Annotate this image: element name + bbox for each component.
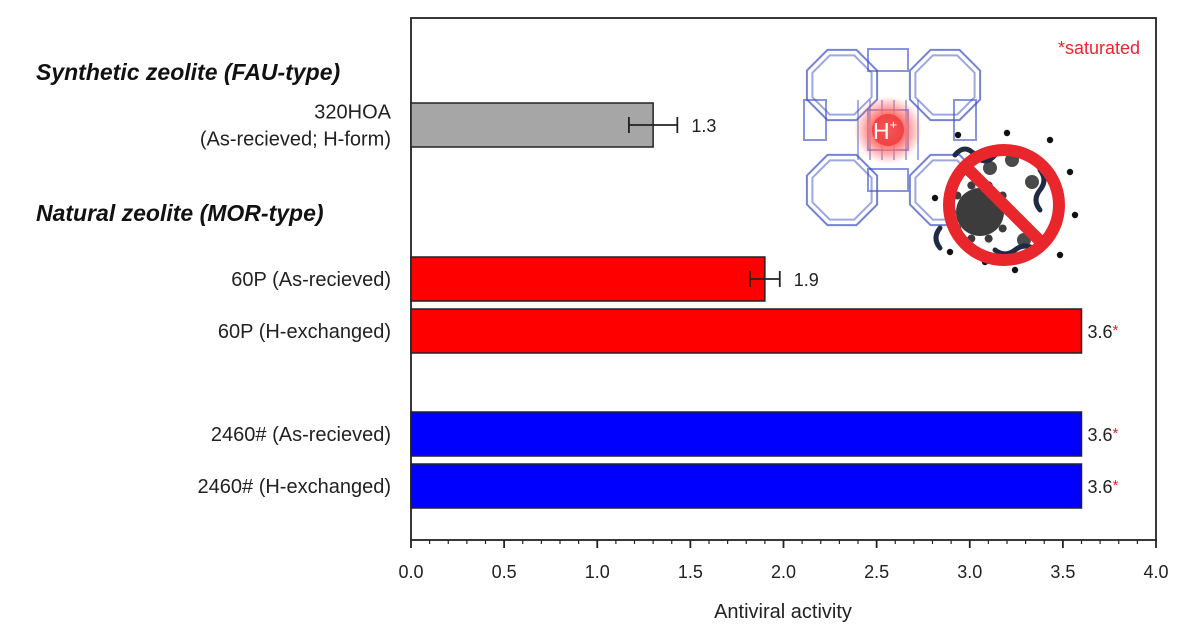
x-tick-label: 4.0 <box>1143 562 1168 582</box>
prohibition-icon <box>943 144 1065 266</box>
category-labels-layer: 320HOA (As-recieved; H-form) 60P (As-recie… <box>198 102 392 499</box>
x-tick-label: 3.0 <box>957 562 982 582</box>
bar <box>410 102 654 148</box>
x-tick-label: 2.5 <box>864 562 889 582</box>
x-tick-label: 3.5 <box>1050 562 1075 582</box>
bar <box>410 463 1083 509</box>
proton-center <box>872 114 904 146</box>
category-label: 320HOA (As-recieved; H-form) <box>200 102 392 151</box>
bar <box>410 308 1083 354</box>
error-bar <box>628 117 679 133</box>
error-bar <box>749 271 781 287</box>
bar <box>410 411 1083 457</box>
x-axis-title: Antiviral activity <box>714 601 852 623</box>
value-label: 1.9 <box>794 270 819 290</box>
bar <box>410 256 766 302</box>
value-label: 3.6* <box>1088 477 1119 497</box>
group-title-natural: Natural zeolite (MOR-type) <box>36 200 324 226</box>
x-axis: 0.0 0.5 1.0 1.5 2.0 2.5 3.0 3.5 4.0 <box>398 540 1169 582</box>
category-label: 2460# (H-exchanged) <box>198 476 391 498</box>
proton-label: H+ <box>873 117 897 144</box>
value-label: 3.6* <box>1088 322 1119 342</box>
zeolite-antivirus-illustration: H+ <box>803 48 1079 274</box>
x-tick-label: 1.5 <box>678 562 703 582</box>
x-tick-label: 0.0 <box>398 562 423 582</box>
category-label: 2460# (As-recieved) <box>211 424 391 446</box>
value-label: 3.6* <box>1088 425 1119 445</box>
x-tick-label: 0.5 <box>492 562 517 582</box>
category-label: 60P (H-exchanged) <box>218 321 391 343</box>
x-tick-label: 2.0 <box>771 562 796 582</box>
group-title-synthetic: Synthetic zeolite (FAU-type) <box>36 59 340 85</box>
value-label: 1.3 <box>691 116 716 136</box>
bars-layer: 1.3 1.9 3.6* 3.6* 3.6* <box>410 102 1119 509</box>
saturated-note: *saturated <box>1058 38 1140 58</box>
x-tick-label: 1.0 <box>585 562 610 582</box>
category-label: 60P (As-recieved) <box>231 269 391 291</box>
